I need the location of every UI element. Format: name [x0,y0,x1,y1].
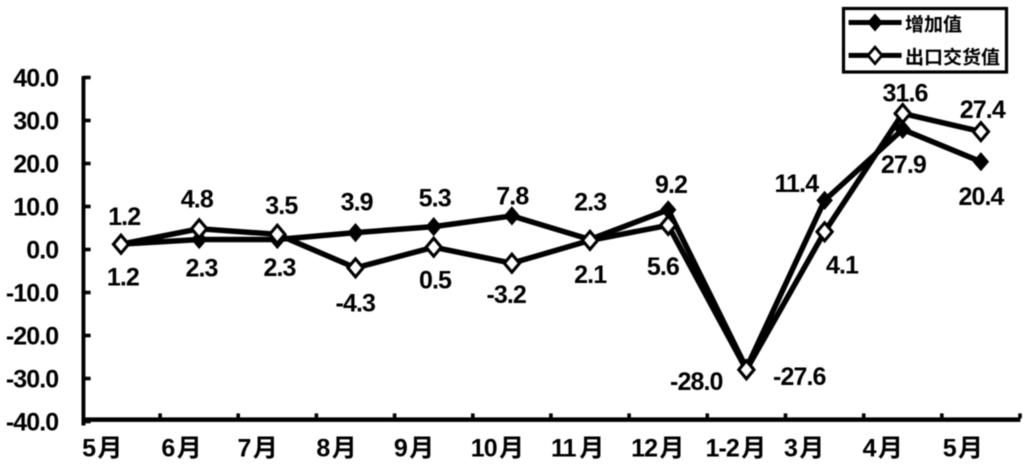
svg-text:7: 7 [238,435,251,463]
svg-text:11.4: 11.4 [775,170,820,198]
svg-text:6: 6 [161,435,174,463]
svg-text:-27.6: -27.6 [773,363,825,391]
svg-text:4.8: 4.8 [181,186,214,214]
svg-text:2.3: 2.3 [574,188,606,216]
svg-text:-30.0: -30.0 [6,366,58,394]
svg-text:-10.0: -10.0 [6,280,58,308]
svg-text:9.2: 9.2 [655,171,687,199]
svg-text:7.8: 7.8 [496,182,529,210]
svg-text:40.0: 40.0 [13,65,58,93]
svg-text:20.0: 20.0 [13,151,58,179]
svg-text:3.9: 3.9 [341,189,373,217]
svg-text:27.9: 27.9 [881,151,926,179]
svg-text:1.2: 1.2 [107,264,139,292]
svg-text:1.2: 1.2 [108,203,140,231]
svg-text:1-2: 1-2 [706,435,739,463]
svg-text:20.4: 20.4 [958,183,1004,211]
svg-text:5: 5 [82,435,96,463]
svg-text:-20.0: -20.0 [6,323,58,351]
svg-text:27.4: 27.4 [960,96,1006,124]
svg-text:31.6: 31.6 [882,79,927,107]
svg-text:0.0: 0.0 [26,237,58,265]
svg-text:-40.0: -40.0 [6,409,58,437]
svg-text:9: 9 [394,435,407,463]
svg-text:-3.2: -3.2 [486,281,525,309]
svg-text:10.0: 10.0 [13,194,58,222]
svg-text:0.5: 0.5 [419,266,452,294]
svg-text:2.1: 2.1 [574,261,607,289]
svg-text:5: 5 [943,435,957,463]
svg-text:2.3: 2.3 [263,254,295,282]
svg-text:5.3: 5.3 [419,185,451,213]
svg-text:-4.3: -4.3 [336,289,375,317]
svg-text:12: 12 [631,435,657,463]
svg-text:5.6: 5.6 [647,253,679,281]
svg-text:2.3: 2.3 [185,255,217,283]
svg-text:-28.0: -28.0 [670,368,722,396]
svg-text:10: 10 [471,435,497,463]
svg-text:8: 8 [316,435,330,463]
svg-text:3: 3 [784,435,797,463]
svg-text:4: 4 [863,435,877,463]
svg-text:30.0: 30.0 [13,108,58,136]
svg-text:4.1: 4.1 [826,251,859,279]
svg-text:11: 11 [551,435,577,463]
svg-text:3.5: 3.5 [265,192,298,220]
